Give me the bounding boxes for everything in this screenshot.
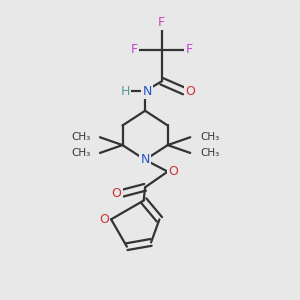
Text: CH₃: CH₃ — [71, 132, 90, 142]
Text: O: O — [169, 165, 178, 178]
Text: CH₃: CH₃ — [200, 132, 219, 142]
Text: O: O — [185, 85, 195, 98]
Text: CH₃: CH₃ — [71, 148, 90, 158]
Text: H: H — [121, 85, 130, 98]
Text: CH₃: CH₃ — [200, 148, 219, 158]
Text: N: N — [142, 85, 152, 98]
Text: F: F — [158, 16, 165, 29]
Text: O: O — [112, 187, 122, 200]
Text: F: F — [131, 44, 138, 56]
Text: O: O — [99, 213, 109, 226]
Text: N: N — [140, 153, 150, 166]
Text: F: F — [186, 44, 193, 56]
